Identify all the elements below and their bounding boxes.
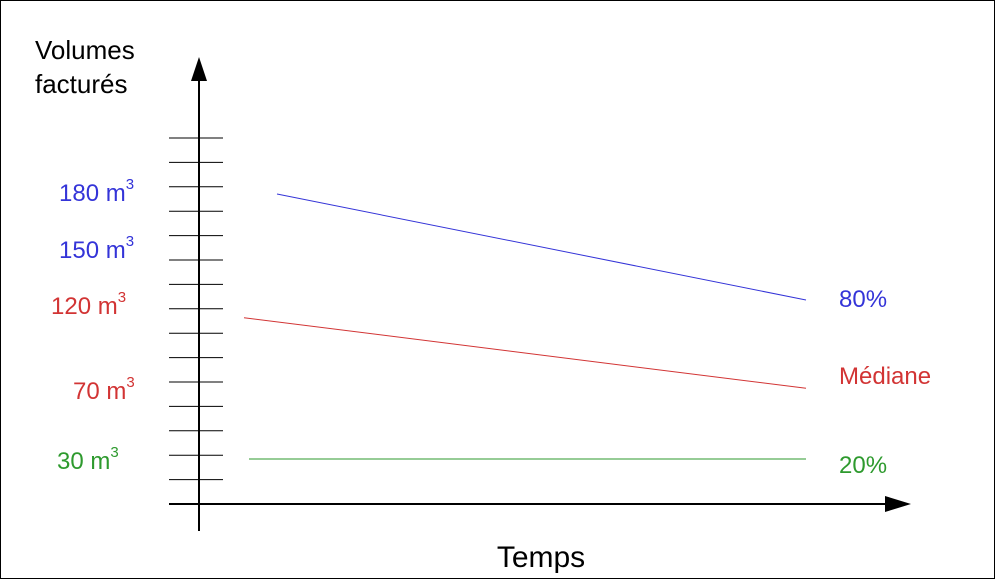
series-label-80-percent: 80%: [839, 286, 887, 313]
y-tick-label-150: 150 m3: [59, 233, 134, 264]
y-tick-label-70: 70 m3: [73, 374, 135, 405]
y-tick-label-180: 180 m3: [59, 176, 134, 207]
series-label-median: Médiane: [839, 363, 931, 390]
y-axis-title-line2: facturés: [35, 69, 128, 99]
y-axis-title-line1: Volumes: [35, 35, 135, 65]
y-axis-arrow: [191, 57, 207, 81]
y-tick-label-120: 120 m3: [51, 289, 126, 320]
x-axis-arrow: [885, 496, 911, 512]
series-line-median: [243, 317, 807, 389]
series-label-20-percent: 20%: [839, 452, 887, 479]
y-axis-ticks: [169, 137, 223, 505]
y-tick-label-30: 30 m3: [57, 444, 119, 475]
series-line-80-percent: [276, 193, 807, 301]
x-axis-title: Temps: [497, 541, 585, 574]
